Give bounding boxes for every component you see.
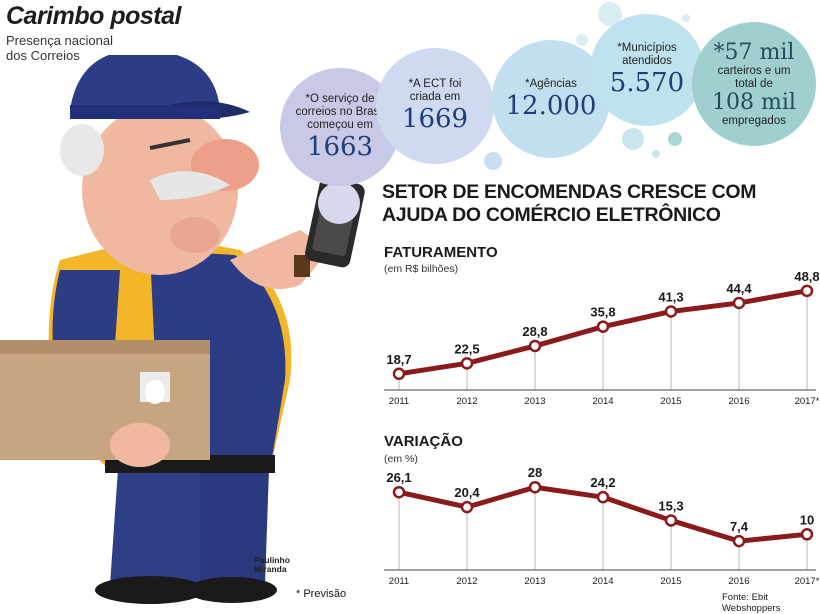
bubble-text-bottom: empregados <box>722 114 786 127</box>
data-point <box>732 534 746 548</box>
x-tick-label: 2013 <box>524 576 545 587</box>
x-tick-label: 2016 <box>728 396 749 407</box>
data-label: 35,8 <box>590 305 615 320</box>
credit-line: Miranda <box>254 564 287 574</box>
data-label: 28 <box>528 465 542 480</box>
data-point <box>732 296 746 310</box>
x-tick-label: 2017* <box>795 576 820 587</box>
x-tick-label: 2014 <box>592 396 613 407</box>
data-point <box>664 305 678 318</box>
bubble-text: *Agências <box>525 77 577 90</box>
x-tick-label: 2016 <box>728 576 749 587</box>
info-bubble-municipios: *Municípios atendidos 5.570 <box>590 14 704 126</box>
bubble-text: *O serviço de correios no Brasil começou… <box>295 92 385 131</box>
data-point <box>528 480 542 494</box>
decorative-dot <box>682 14 690 22</box>
x-tick-label: 2015 <box>660 576 681 587</box>
x-tick-label: 2017* <box>795 396 820 407</box>
data-label: 41,3 <box>658 289 683 304</box>
info-bubble-1669: *A ECT foi criada em 1669 <box>376 48 494 164</box>
data-point <box>664 514 678 527</box>
data-label: 28,8 <box>522 324 547 339</box>
data-point <box>528 339 542 353</box>
x-tick-label: 2013 <box>524 396 545 407</box>
chart-unit-variacao: (em %) <box>384 453 418 465</box>
data-label: 15,3 <box>658 498 683 513</box>
data-point <box>460 357 474 370</box>
chart-title-variacao: VARIAÇÃO <box>384 433 463 450</box>
chart-variacao: 26,1 2011 20,4 2012 28 2013 24,2 2014 15,3 2015 7,… <box>384 465 820 587</box>
page-title: Carimbo postal <box>6 2 181 30</box>
x-tick-label: 2012 <box>456 396 477 407</box>
bubble-value-top: *57 mil <box>713 39 795 65</box>
data-label: 48,8 <box>794 272 819 284</box>
data-label: 26,1 <box>386 470 411 485</box>
x-tick-label: 2011 <box>389 396 409 407</box>
credit-line: Paulinho <box>254 555 290 565</box>
bubble-value: 108 mil <box>712 89 796 115</box>
bubble-text: *Municípios atendidos <box>617 42 677 67</box>
bubble-text: *A ECT foi criada em <box>408 78 462 103</box>
data-point <box>596 490 610 504</box>
x-tick-label: 2015 <box>660 396 681 407</box>
data-point <box>392 367 406 381</box>
data-label: 22,5 <box>454 341 479 356</box>
decorative-dot <box>318 182 360 224</box>
decorative-dot <box>576 34 588 46</box>
illustrator-credit: Paulinho Miranda <box>254 556 290 574</box>
bubble-text: carteiros e um total de <box>717 64 791 90</box>
info-bubble-empregados: *57 mil carteiros e um total de 108 mil … <box>692 22 816 146</box>
data-label: 7,4 <box>730 519 749 534</box>
data-point <box>460 500 474 514</box>
chart-faturamento: 18,7 2011 22,5 2012 28,8 2013 35,8 2014 41,3 2015… <box>384 272 820 407</box>
bubble-value: 1663 <box>306 131 374 162</box>
source-note: Fonte: Ebit Webshoppers <box>722 592 781 614</box>
decorative-dot <box>652 150 660 158</box>
data-point <box>392 485 406 499</box>
data-point <box>800 528 814 541</box>
chart-headline: SETOR DE ENCOMENDAS CRESCE COM AJUDA DO … <box>382 181 757 226</box>
decorative-dot <box>484 152 502 170</box>
x-tick-label: 2011 <box>389 576 409 587</box>
bubble-value: 12.000 <box>505 90 597 121</box>
data-label: 24,2 <box>590 475 615 490</box>
mailman-illustration <box>0 55 365 604</box>
data-point <box>800 284 814 298</box>
data-label: 18,7 <box>386 352 411 367</box>
decorative-dot <box>622 128 644 150</box>
bubble-value: 5.570 <box>609 68 685 98</box>
data-label: 20,4 <box>454 485 480 500</box>
x-tick-label: 2012 <box>456 576 477 587</box>
chart-title-faturamento: FATURAMENTO <box>384 244 498 261</box>
bubble-value: 1669 <box>401 104 469 134</box>
decorative-dot <box>668 132 682 146</box>
footnote: * Previsão <box>296 588 347 600</box>
page-subtitle: Presença nacional dos Correios <box>6 33 113 63</box>
data-label: 10 <box>800 512 814 527</box>
data-point <box>596 320 610 333</box>
chart-unit-faturamento: (em R$ bilhões) <box>384 263 459 275</box>
x-tick-label: 2014 <box>592 576 613 587</box>
data-label: 44,4 <box>726 281 752 296</box>
